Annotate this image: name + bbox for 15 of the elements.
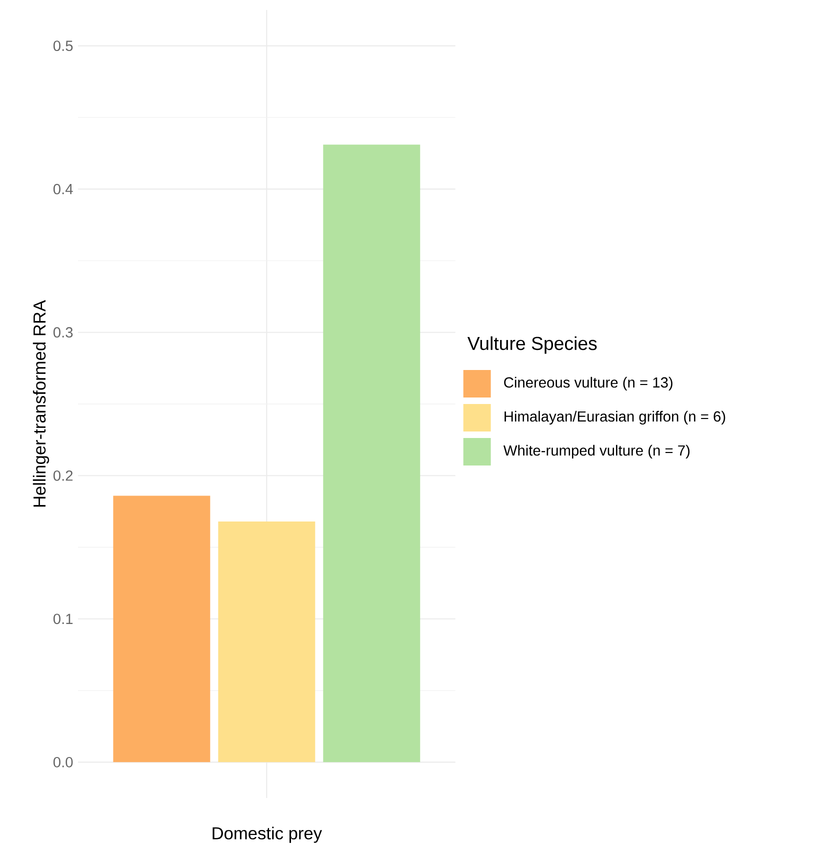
- y-tick-label: 0.2: [53, 470, 73, 481]
- bar: [113, 496, 210, 762]
- bar: [218, 521, 316, 762]
- y-tick-label: 0.5: [53, 40, 73, 52]
- bar: [323, 144, 420, 762]
- y-tick-label: 0.0: [53, 757, 73, 768]
- y-tick-label: 0.4: [53, 184, 73, 194]
- legend-label: Himalayan/Eurasian griffon (n = 6): [504, 410, 726, 425]
- legend-label: Cinereous vulture (n = 13): [504, 376, 672, 391]
- y-tick-label: 0.3: [53, 327, 73, 338]
- y-axis-title: Hellinger-transformed RRA: [32, 300, 50, 507]
- y-tick-label: 0.1: [53, 614, 73, 624]
- legend-title: Vulture Species: [467, 336, 597, 354]
- legend-label: White-rumped vulture (n = 7): [503, 444, 690, 459]
- x-tick-label: Domestic prey: [212, 826, 322, 843]
